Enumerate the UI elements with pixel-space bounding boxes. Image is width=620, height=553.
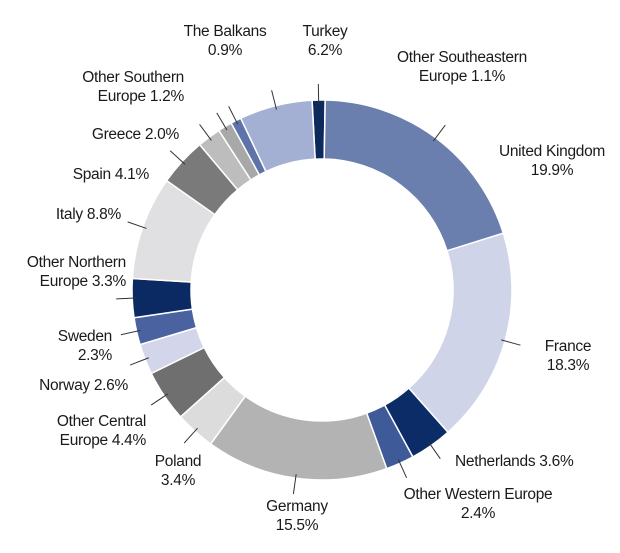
- value-label: 2.6%: [93, 377, 128, 394]
- category-name: Netherlands: [455, 453, 536, 470]
- slice-label: Norway 2.6%: [0, 376, 128, 395]
- category-name: Greece: [91, 126, 141, 143]
- leader-line: [116, 297, 137, 300]
- leader-line: [127, 221, 147, 229]
- category-name: Other Northern Europe: [26, 254, 126, 290]
- leader-line: [169, 150, 186, 165]
- value-label: 2.4%: [460, 505, 496, 522]
- leader-line: [292, 474, 297, 495]
- donut-slice: [209, 395, 388, 481]
- donut-slice: [239, 99, 316, 173]
- leader-line: [432, 124, 446, 142]
- slice-label: Other Southern Europe 1.2%: [56, 68, 184, 106]
- leader-line: [199, 124, 212, 141]
- value-label: 2.3%: [77, 347, 112, 364]
- value-label: 1.2%: [149, 88, 184, 105]
- slice-label: Spain 4.1%: [29, 165, 150, 184]
- slice-label: Italy 8.8%: [1, 205, 121, 224]
- value-label: 8.8%: [86, 206, 121, 223]
- leader-line: [120, 329, 141, 336]
- value-label: 4.1%: [114, 166, 149, 183]
- slice-label: United Kingdom 19.9%: [472, 142, 620, 180]
- slice-label: The Balkans 0.9%: [165, 22, 285, 60]
- donut-slice: [407, 232, 513, 434]
- value-label: 3.6%: [539, 453, 574, 470]
- leader-line: [397, 459, 408, 479]
- category-name: Turkey: [302, 23, 348, 40]
- value-label: 15.5%: [275, 517, 319, 534]
- slice-label: Netherlands 3.6%: [455, 452, 615, 471]
- category-name: Spain: [72, 166, 111, 183]
- value-label: 18.3%: [546, 357, 590, 374]
- slice-label: Other Southeastern Europe 1.1%: [372, 48, 552, 86]
- leader-line: [228, 106, 239, 125]
- category-name: France: [544, 338, 592, 355]
- value-label: 0.9%: [207, 42, 243, 59]
- leader-line: [150, 393, 169, 406]
- slice-label: Other Northern Europe 3.3%: [20, 253, 126, 291]
- leader-line: [428, 442, 441, 459]
- category-name: Other Southeastern Europe: [397, 49, 527, 85]
- slice-label: Poland 3.4%: [138, 452, 218, 490]
- value-label: 6.2%: [307, 42, 343, 59]
- category-name: The Balkans: [183, 23, 267, 40]
- slice-label: France 18.3%: [518, 337, 618, 375]
- category-name: Sweden: [57, 328, 113, 345]
- value-label: 3.3%: [91, 273, 126, 290]
- leader-line: [501, 339, 521, 346]
- leader-line: [129, 357, 149, 366]
- slice-label: Greece 2.0%: [49, 125, 179, 144]
- category-name: Other Western Europe: [403, 486, 553, 503]
- value-label: 4.4%: [111, 432, 146, 449]
- category-name: Norway: [39, 377, 90, 394]
- category-name: Poland: [154, 453, 202, 470]
- value-label: 3.4%: [160, 472, 196, 489]
- slice-label: Sweden 2.3%: [22, 327, 113, 365]
- value-label: 19.9%: [530, 162, 574, 179]
- category-name: Other Southern Europe: [82, 69, 184, 105]
- value-label: 2.0%: [144, 126, 179, 143]
- leader-line: [183, 427, 198, 444]
- slice-label: Other Western Europe 2.4%: [403, 485, 553, 523]
- category-name: United Kingdom: [498, 143, 606, 160]
- category-name: Italy: [55, 206, 83, 223]
- value-label: 1.1%: [471, 68, 506, 85]
- slice-label: Turkey 6.2%: [280, 22, 370, 60]
- slice-label: Other Central Europe 4.4%: [24, 412, 146, 450]
- slice-label: Germany 15.5%: [247, 497, 347, 535]
- category-name: Other Central Europe: [56, 413, 146, 449]
- leader-line: [216, 112, 228, 131]
- leader-line: [271, 90, 277, 110]
- category-name: Germany: [266, 498, 328, 515]
